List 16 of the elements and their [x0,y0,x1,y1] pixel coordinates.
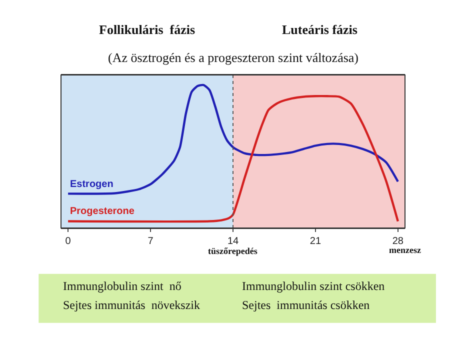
text: Sejtes immunitás növekszik [63,298,200,312]
x-axis-title: menzesz [389,245,421,255]
text: Immunglobulin szint nő [63,279,182,293]
band-label: Follikuláris fázis [99,22,196,37]
series-label: Progesterone [70,206,135,217]
x-tick-label: 7 [148,236,154,247]
x-tick-label: 14 [227,236,239,247]
x-tick-label: 28 [392,236,404,247]
x-tick-label: 0 [65,236,72,247]
band-label: Luteáris fázis [282,22,358,37]
x-tick-label: 21 [310,236,322,247]
ref-line-label: tüszőrepedés [208,246,258,256]
text: Sejtes immunitás csökken [242,298,370,312]
series-label: Estrogen [70,179,114,190]
chart-subtitle: (Az ösztrogén és a progeszteron szint változása) [108,50,359,65]
text: Immunglobulin szint csökken [242,279,385,293]
